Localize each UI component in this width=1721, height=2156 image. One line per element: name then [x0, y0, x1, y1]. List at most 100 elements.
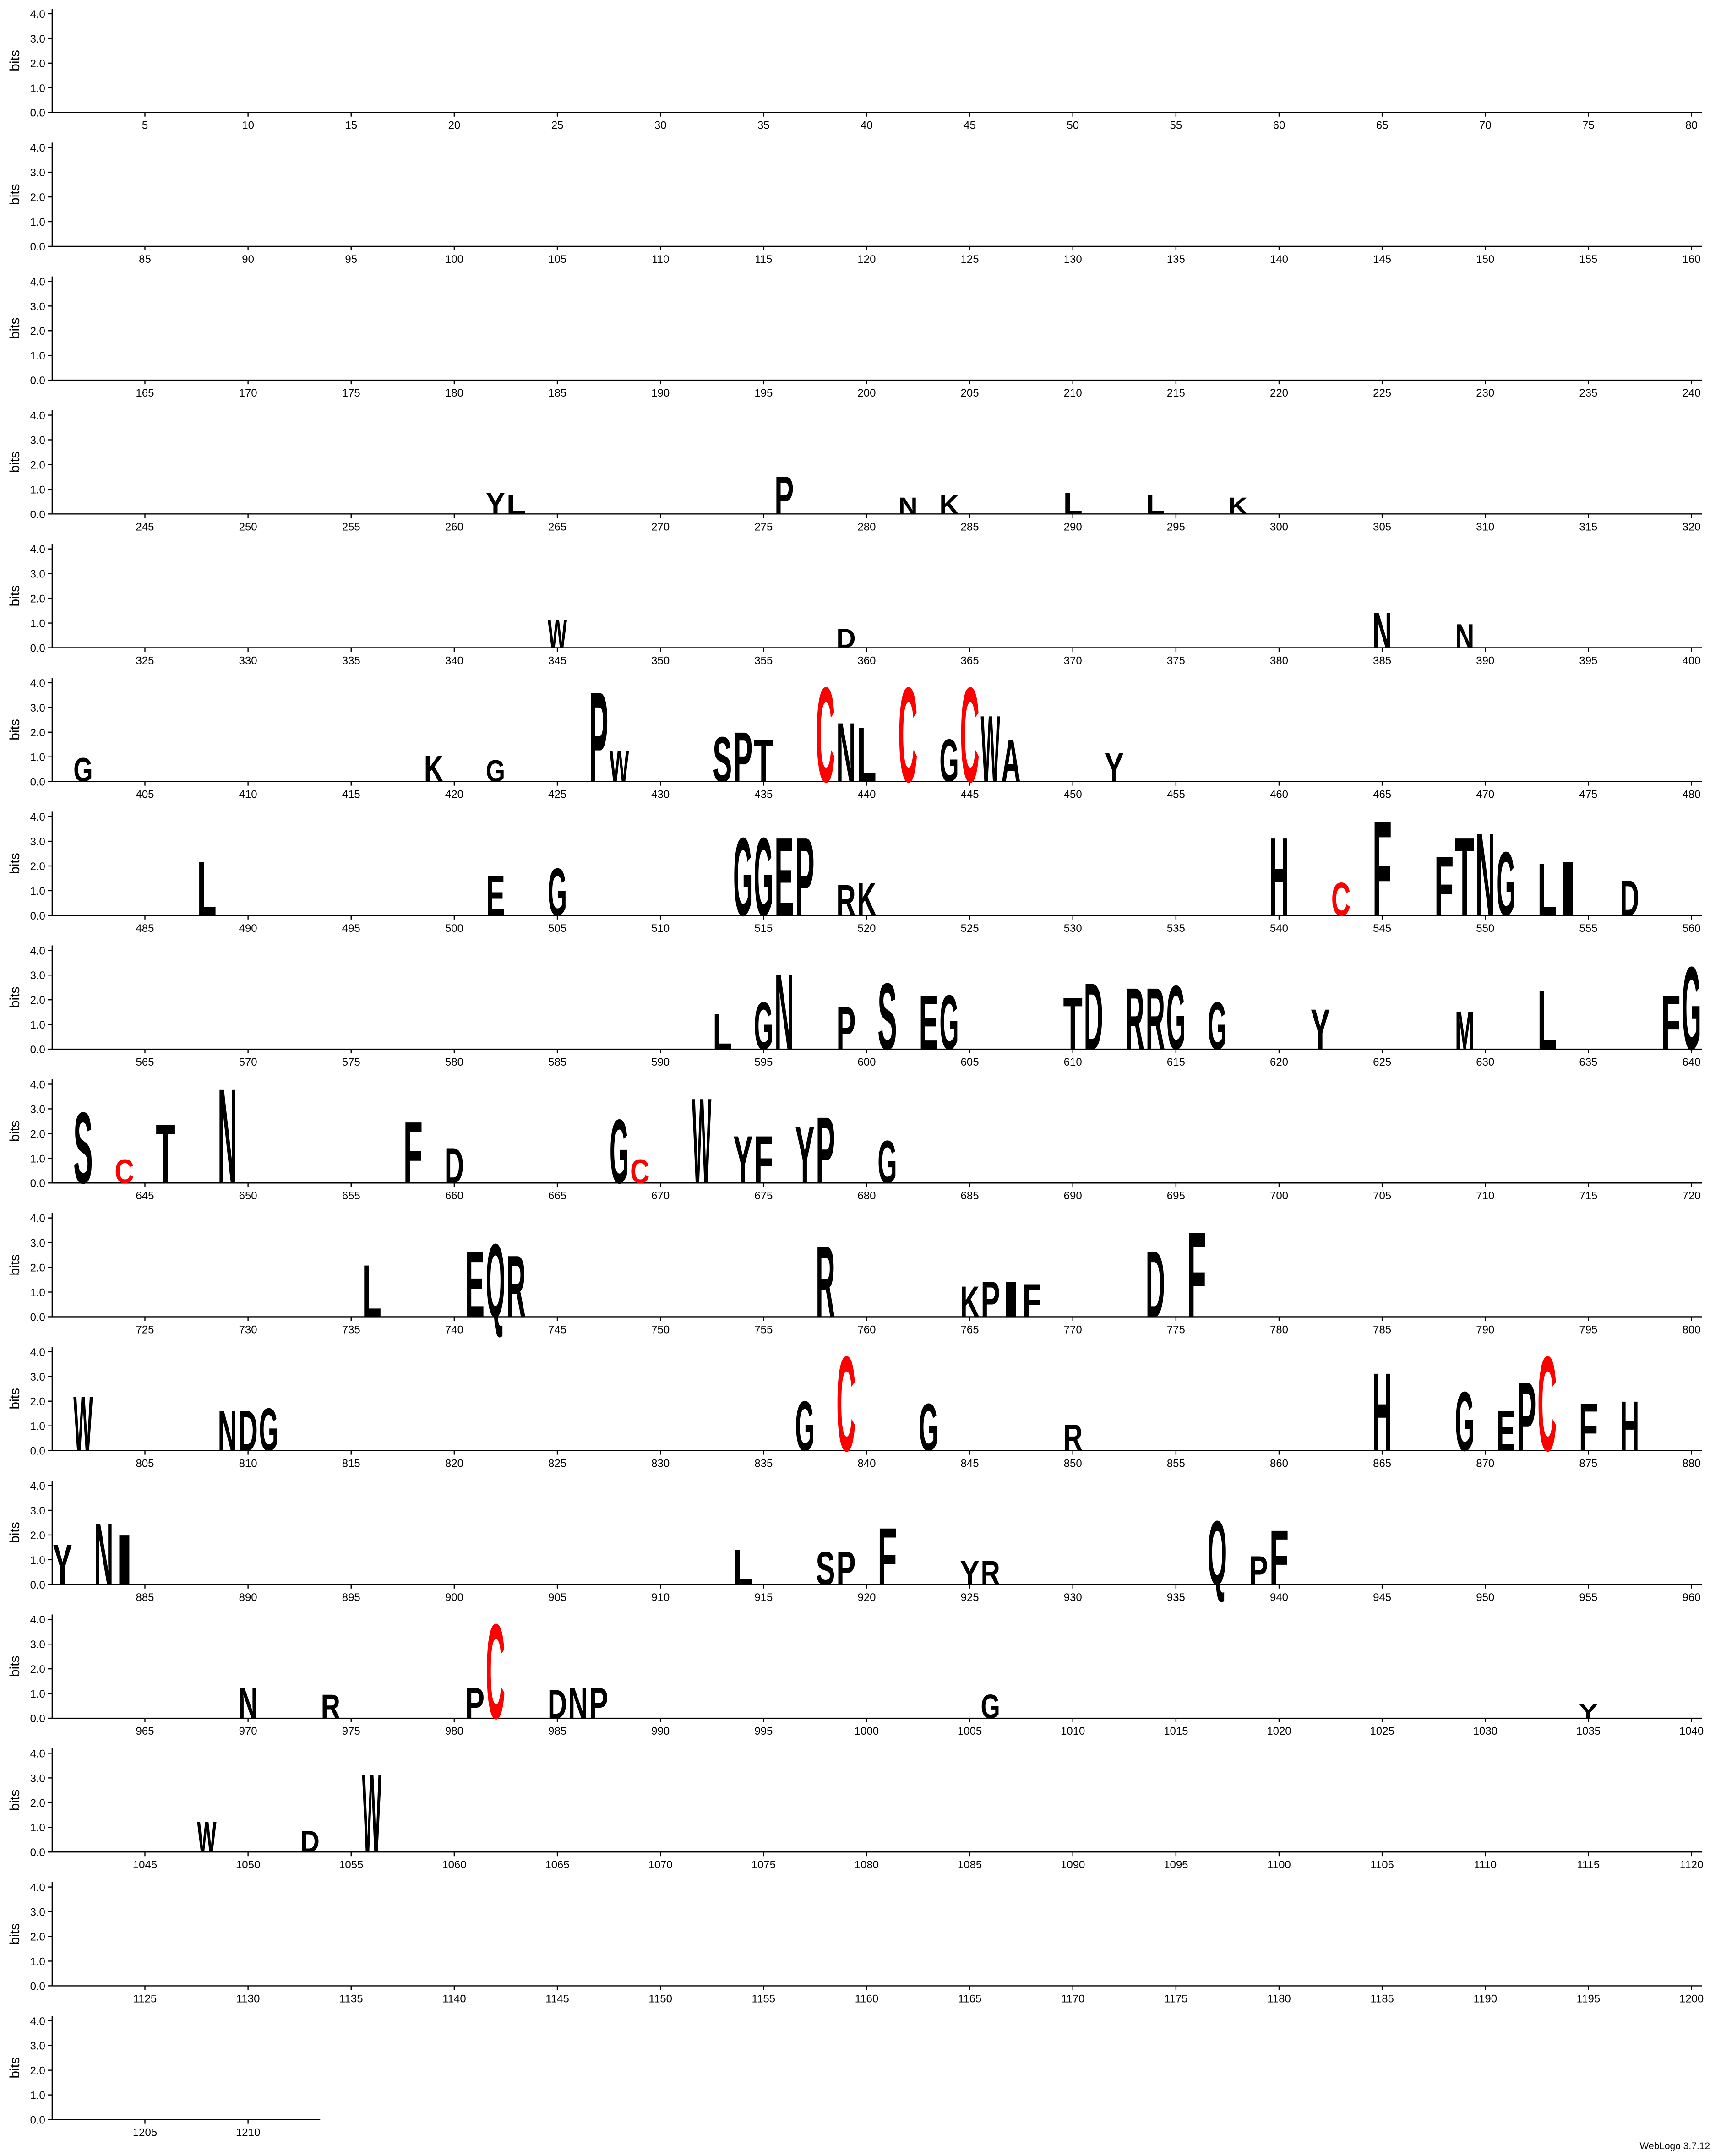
- y-tick-label: 1.0: [30, 1822, 45, 1834]
- logo-letter: L: [1537, 848, 1557, 931]
- logo-stack: G: [1208, 988, 1227, 1063]
- logo-letter: C: [630, 1153, 649, 1190]
- logo-stack: Y: [486, 487, 505, 521]
- logo-letter: K: [424, 748, 443, 790]
- logo-stack: P: [836, 994, 855, 1062]
- x-tick-label: 390: [1476, 654, 1494, 667]
- logo-letter: P: [465, 1679, 485, 1728]
- y-tick-label: 1.0: [30, 751, 45, 764]
- logo-letter: Y: [795, 1110, 814, 1201]
- y-axis-label: bits: [7, 1121, 22, 1142]
- logo-stack: C: [486, 1596, 505, 1748]
- logo-stack: T: [754, 727, 773, 795]
- logo-stack: G: [980, 1688, 1000, 1726]
- y-tick-label: 3.0: [30, 33, 45, 45]
- x-tick-label: 890: [239, 1591, 257, 1604]
- y-axis-label: bits: [7, 1655, 22, 1677]
- x-tick-label: 230: [1476, 387, 1494, 399]
- logo-letter: R: [836, 876, 855, 925]
- logo-stack: P: [795, 814, 814, 939]
- logo-stack: D: [836, 623, 855, 654]
- logo-letter: T: [156, 1107, 175, 1202]
- x-tick-label: 970: [239, 1725, 257, 1737]
- logo-letter: G: [1496, 833, 1515, 935]
- y-tick-label: 3.0: [30, 568, 45, 581]
- y-tick-label: 3.0: [30, 1237, 45, 1250]
- y-tick-label: 2.0: [30, 325, 45, 338]
- y-tick-label: 1.0: [30, 1554, 45, 1567]
- logo-stack: F: [877, 1511, 897, 1602]
- y-tick-label: 0.0: [30, 2114, 45, 2127]
- y-tick-label: 3.0: [30, 1371, 45, 1383]
- logo-stack: P: [980, 1271, 1000, 1328]
- logo-stack: W: [362, 1751, 381, 1876]
- logo-stack: N: [218, 1061, 237, 1212]
- x-tick-label: 215: [1167, 387, 1185, 399]
- logo-letter: D: [300, 1825, 320, 1859]
- logo-stack: G: [610, 1101, 629, 1203]
- y-tick-label: 3.0: [30, 836, 45, 848]
- x-tick-label: 20: [448, 120, 461, 132]
- x-tick-label: 110: [652, 253, 669, 266]
- x-tick-label: 525: [961, 922, 979, 935]
- logo-stack: G: [754, 988, 773, 1063]
- logo-stack: E: [1496, 1399, 1515, 1463]
- x-tick-label: 1040: [1679, 1725, 1704, 1737]
- y-tick-label: 3.0: [30, 1772, 45, 1785]
- logo-letter: G: [877, 1128, 897, 1196]
- x-tick-label: 330: [239, 654, 257, 667]
- y-tick-label: 2.0: [30, 1931, 45, 1943]
- logo-stack: L: [197, 846, 216, 932]
- x-tick-label: 1015: [1164, 1725, 1188, 1737]
- x-tick-label: 455: [1167, 789, 1185, 801]
- x-tick-label: 720: [1683, 1190, 1701, 1202]
- logo-letter: F: [1434, 839, 1454, 934]
- x-tick-label: 200: [857, 387, 876, 399]
- logo-letter: W: [980, 697, 1000, 802]
- logo-letter: L: [506, 490, 526, 520]
- x-tick-label: 710: [1476, 1190, 1494, 1202]
- x-tick-label: 55: [1170, 120, 1182, 132]
- x-tick-label: 1155: [752, 1993, 776, 2005]
- x-tick-label: 340: [445, 654, 463, 667]
- logo-letter: T: [1063, 982, 1083, 1065]
- logo-stack: H: [1372, 1350, 1392, 1475]
- logo-stack: R: [1125, 970, 1144, 1068]
- logo-letter: D: [836, 623, 855, 654]
- logo-letter: Y: [1105, 745, 1124, 791]
- logo-stack: P: [1517, 1363, 1536, 1472]
- y-axis-label: bits: [7, 50, 22, 71]
- logo-stack: N: [898, 492, 917, 519]
- logo-stack: F: [1187, 1206, 1206, 1343]
- x-tick-label: 240: [1683, 387, 1701, 399]
- x-tick-label: 425: [548, 789, 566, 801]
- y-tick-label: 2.0: [30, 860, 45, 873]
- x-tick-label: 585: [548, 1056, 566, 1068]
- y-tick-label: 0.0: [30, 1311, 45, 1323]
- x-tick-label: 85: [139, 253, 151, 266]
- x-tick-label: 325: [136, 654, 154, 667]
- x-tick-label: 270: [651, 521, 670, 533]
- logo-letter: C: [898, 660, 917, 811]
- logo-stack: P: [733, 718, 752, 797]
- x-tick-label: 760: [857, 1323, 876, 1336]
- y-tick-label: 2.0: [30, 1396, 45, 1408]
- x-tick-label: 485: [136, 922, 154, 935]
- x-tick-label: 650: [239, 1190, 257, 1202]
- logo-stack: P: [774, 465, 794, 525]
- y-axis-label: bits: [7, 452, 22, 473]
- y-tick-label: 1.0: [30, 1019, 45, 1031]
- logo-letter: L: [1146, 490, 1165, 520]
- logo-stack: L: [857, 712, 876, 799]
- logo-stack: L: [733, 1538, 752, 1595]
- logo-stack: R: [321, 1688, 340, 1726]
- logo-letter: Q: [486, 1222, 505, 1339]
- logo-stack: G: [259, 1396, 278, 1464]
- y-tick-label: 1.0: [30, 1421, 45, 1433]
- x-tick-label: 125: [961, 253, 979, 266]
- x-tick-label: 735: [342, 1323, 360, 1336]
- y-tick-label: 0.0: [30, 1980, 45, 1993]
- x-tick-label: 635: [1579, 1056, 1597, 1068]
- logo-letter: R: [816, 1225, 835, 1339]
- x-tick-label: 280: [857, 521, 876, 533]
